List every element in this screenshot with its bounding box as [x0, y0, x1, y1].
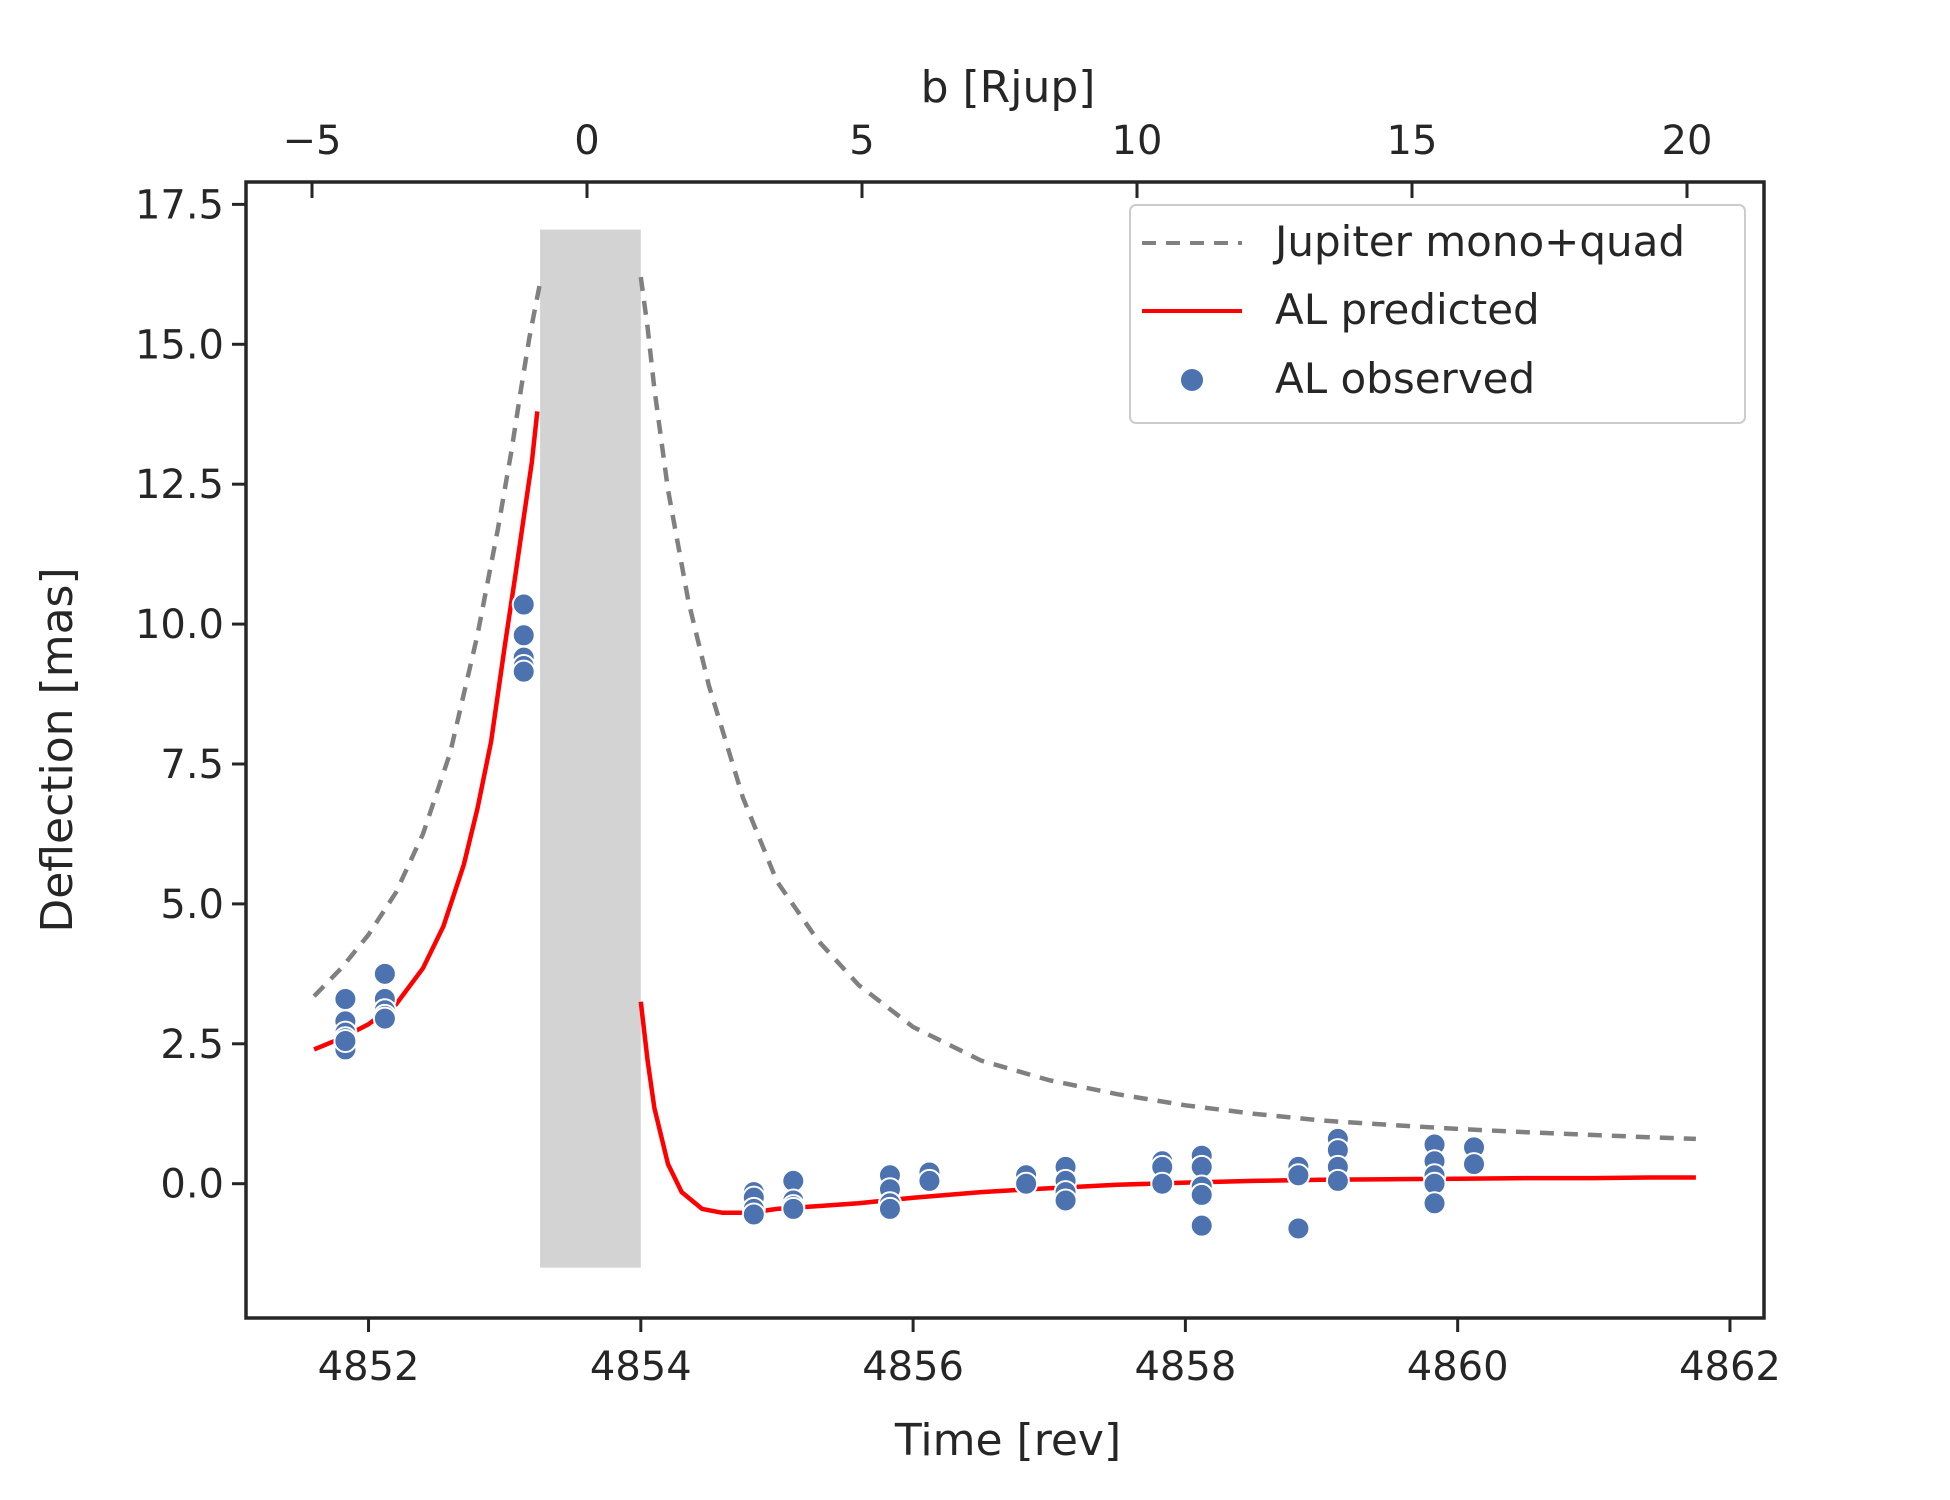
al-observed-point: [1150, 1171, 1175, 1196]
legend: Jupiter mono+quad AL predicted AL observ…: [1129, 204, 1746, 424]
top-x-tick-label: 10: [1112, 118, 1163, 164]
al-observed-point: [333, 1028, 358, 1053]
x-tick-label: 4854: [590, 1344, 692, 1390]
y-tick-label: 0.0: [160, 1162, 224, 1208]
x-tick-label: 4858: [1134, 1344, 1236, 1390]
al-observed-point: [1189, 1182, 1214, 1207]
al-predicted-segment-1: [638, 1001, 1696, 1216]
x-axis-label: Time [rev]: [894, 1415, 1121, 1466]
al-observed-point: [511, 592, 536, 617]
al-observed-point: [372, 1006, 397, 1031]
al-observed-point: [1286, 1163, 1311, 1188]
jupiter-curve-segment-1: [638, 276, 1696, 1142]
plot-area: [312, 229, 1696, 1268]
al-observed-point: [1422, 1191, 1447, 1216]
top-x-tick-label: 0: [574, 118, 599, 164]
axes-frame: [244, 180, 1766, 1320]
axes: 4852 4854 4856 4858 4860 4862 0.0 2.5 5.0 7.5 10.0…: [135, 118, 1781, 1390]
y-tick-label: 17.5: [135, 182, 224, 228]
jupiter-curve-segment-0: [312, 282, 543, 998]
al-observed-point: [511, 659, 536, 684]
al-observed-point: [372, 961, 397, 986]
al-observed-point: [741, 1202, 766, 1227]
x-tick-label: 4860: [1407, 1344, 1509, 1390]
al-observed-point: [781, 1196, 806, 1221]
al-observed-point: [877, 1196, 902, 1221]
top-x-tick-label: 20: [1662, 118, 1713, 164]
al-observed-point: [1053, 1188, 1078, 1213]
legend-label-al-predicted: AL predicted: [1275, 285, 1540, 334]
y-tick-label: 12.5: [135, 462, 224, 508]
al-observed-point: [1014, 1171, 1039, 1196]
top-x-tick-label: −5: [283, 118, 342, 164]
al-observed-point: [917, 1168, 942, 1193]
legend-handle-al-observed: [1181, 369, 1203, 391]
legend-box: [1129, 204, 1746, 424]
y-axis-label: Deflection [mas]: [32, 567, 83, 932]
x-tick-label: 4852: [318, 1344, 420, 1390]
al-observed-point: [333, 987, 358, 1012]
al-observed-point: [1325, 1168, 1350, 1193]
al-observed-point: [1286, 1216, 1311, 1241]
top-x-axis-label: b [Rjup]: [921, 62, 1096, 113]
y-tick-label: 15.0: [135, 322, 224, 368]
al-observed-point: [1462, 1152, 1487, 1177]
top-x-tick-label: 5: [849, 118, 874, 164]
y-tick-label: 2.5: [160, 1022, 224, 1068]
legend-label-al-observed: AL observed: [1275, 354, 1535, 403]
top-x-tick-label: 15: [1387, 118, 1438, 164]
x-tick-label: 4856: [862, 1344, 964, 1390]
shaded-region: [540, 229, 641, 1268]
legend-label-jupiter: Jupiter mono+quad: [1272, 217, 1685, 266]
al-observed-point: [1189, 1213, 1214, 1238]
al-observed-point: [511, 623, 536, 648]
x-tick-label: 4862: [1679, 1344, 1781, 1390]
y-tick-label: 7.5: [160, 742, 224, 788]
al-predicted-segment-0: [313, 411, 540, 1052]
y-tick-label: 5.0: [160, 882, 224, 928]
y-tick-label: 10.0: [135, 602, 224, 648]
